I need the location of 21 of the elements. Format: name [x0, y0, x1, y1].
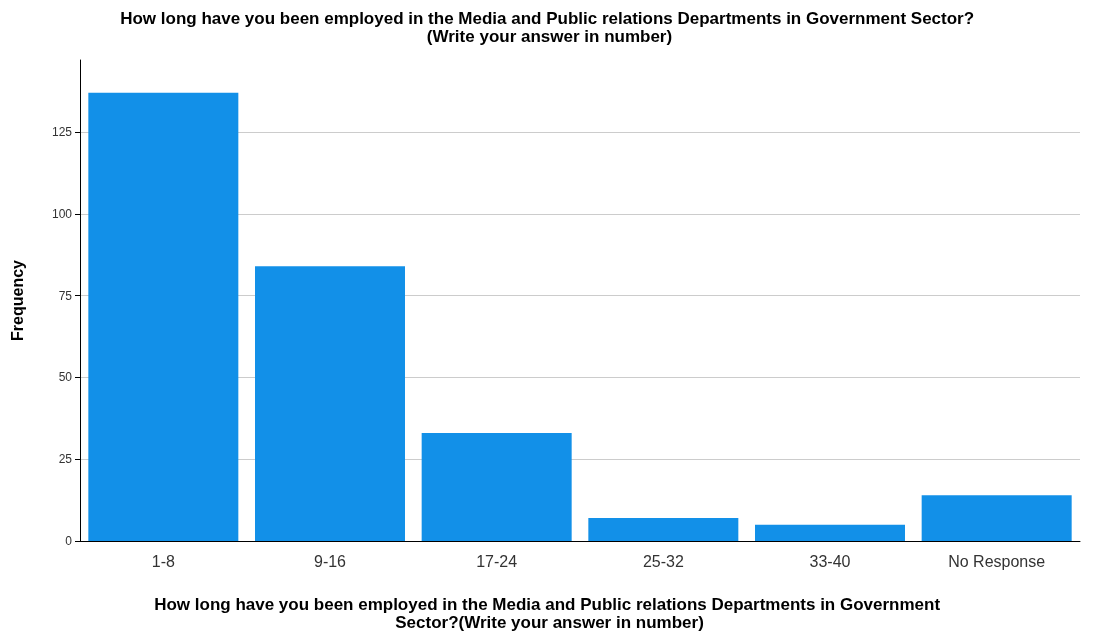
x-tick-label: 1-8 [151, 552, 175, 570]
x-tick-label: No Response [948, 552, 1046, 570]
y-tick-label: 0 [65, 534, 73, 548]
bar [588, 518, 739, 541]
x-tick-label: 9-16 [313, 552, 347, 570]
chart-title: How long have you been employed in the Media and Public relations Departments in Government Sector? (Write your answer in number) [120, 8, 979, 46]
bar [755, 524, 905, 541]
y-axis-title: Frequency [8, 259, 26, 341]
bar [255, 266, 405, 541]
y-tick-label: 125 [51, 124, 73, 139]
y-tick-label: 50 [58, 370, 73, 385]
x-tick-label: 33-40 [809, 552, 851, 570]
x-axis-title: How long have you been employed in the Media and Public relations Departments in Government Sector?(Write your answer in number) [154, 594, 945, 632]
x-tick-label: 17-24 [476, 552, 518, 570]
y-tick-label: 25 [58, 452, 73, 467]
x-tick-label: 25-32 [642, 552, 684, 570]
y-tick-label: 75 [58, 288, 73, 303]
bar [88, 92, 239, 541]
bar [421, 433, 572, 541]
bar [921, 495, 1072, 541]
y-tick-label: 100 [51, 206, 73, 221]
